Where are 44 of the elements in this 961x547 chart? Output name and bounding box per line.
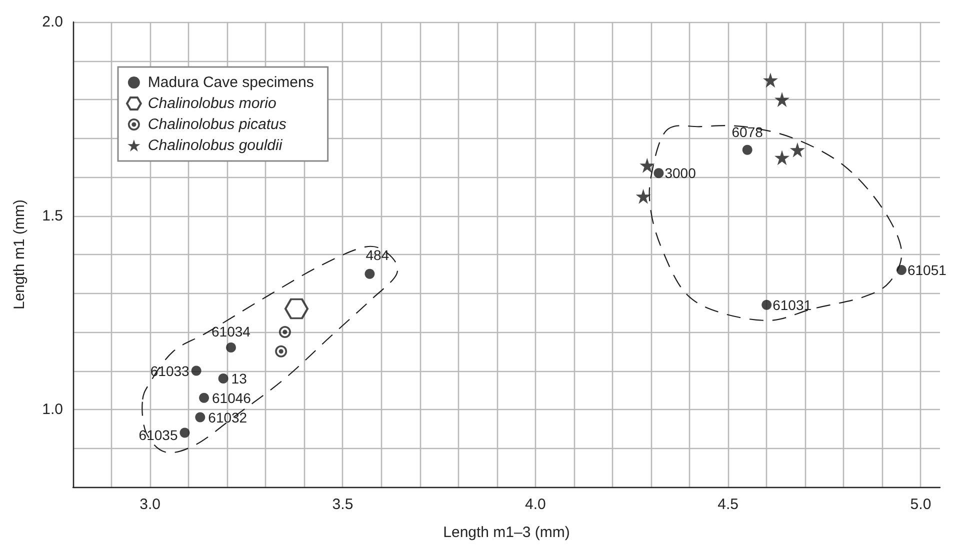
x-tick-label: 5.0 bbox=[910, 496, 932, 513]
point bbox=[226, 342, 236, 352]
annotation: 13 bbox=[231, 370, 248, 386]
point bbox=[774, 150, 790, 166]
point bbox=[640, 158, 655, 173]
point bbox=[275, 345, 288, 358]
x-tick-label: 4.0 bbox=[524, 496, 546, 513]
point bbox=[180, 428, 190, 438]
annotation: 61051 bbox=[907, 262, 947, 278]
y-tick-label: 2.0 bbox=[42, 14, 63, 30]
point bbox=[218, 374, 228, 384]
point bbox=[195, 412, 206, 422]
annotation: 484 bbox=[366, 246, 390, 263]
x-tick-label: 4.5 bbox=[718, 496, 738, 513]
annotation: 61034 bbox=[212, 324, 251, 340]
legend-label: Madura Cave specimens bbox=[148, 74, 314, 91]
point bbox=[762, 300, 772, 310]
point bbox=[896, 265, 906, 275]
annotation: 3000 bbox=[664, 165, 696, 182]
point bbox=[762, 72, 778, 88]
point bbox=[654, 168, 664, 178]
annotation: 6078 bbox=[732, 124, 764, 140]
legend-label: Chalinolobus morio bbox=[148, 95, 276, 112]
legend-label: Chalinolobus gouldii bbox=[148, 137, 283, 154]
point bbox=[199, 392, 210, 403]
point bbox=[742, 144, 752, 155]
point bbox=[278, 326, 291, 338]
annotation: 61035 bbox=[138, 426, 178, 443]
annotation: 61032 bbox=[208, 409, 248, 426]
y-axis-title: Length m1 (mm) bbox=[11, 199, 28, 310]
x-axis-title: Length m1–3 (mm) bbox=[443, 524, 570, 541]
point bbox=[790, 142, 805, 158]
annotation: 61046 bbox=[212, 390, 252, 406]
point bbox=[364, 268, 375, 279]
x-tick-label: 3.5 bbox=[332, 496, 354, 513]
point bbox=[284, 298, 308, 320]
annotation: 61031 bbox=[772, 296, 812, 313]
point bbox=[774, 92, 790, 107]
y-tick-label: 1.0 bbox=[42, 401, 63, 418]
point bbox=[191, 366, 202, 376]
legend-label: Chalinolobus picatus bbox=[148, 116, 287, 133]
point bbox=[636, 188, 651, 204]
y-tick-label: 1.5 bbox=[42, 207, 63, 224]
x-tick-label: 3.0 bbox=[140, 496, 160, 513]
